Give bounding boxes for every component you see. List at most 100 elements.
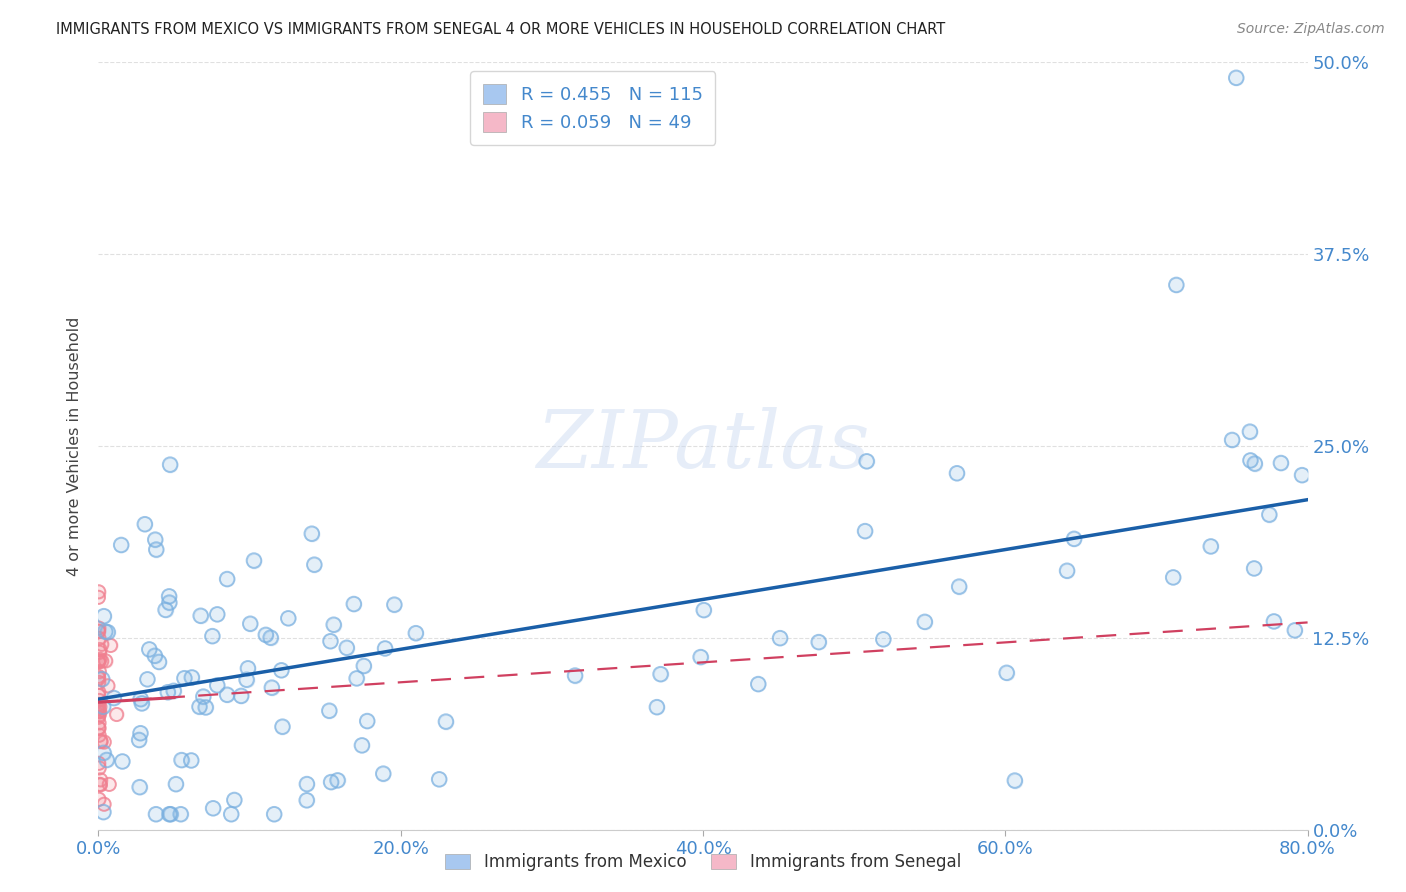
- Point: [89, 778, 111, 792]
- Point: [193, 690, 215, 704]
- Point: [165, 777, 187, 791]
- Point: [260, 681, 283, 695]
- Point: [188, 699, 211, 714]
- Point: [156, 685, 179, 699]
- Point: [148, 655, 170, 669]
- Point: [111, 755, 134, 769]
- Point: [1243, 561, 1265, 575]
- Point: [948, 580, 970, 594]
- Point: [1258, 508, 1281, 522]
- Point: [1239, 425, 1261, 439]
- Point: [346, 672, 368, 686]
- Point: [353, 659, 375, 673]
- Point: [129, 726, 152, 740]
- Point: [188, 699, 211, 714]
- Point: [87, 584, 110, 599]
- Point: [138, 642, 160, 657]
- Point: [143, 533, 166, 547]
- Point: [224, 793, 246, 807]
- Point: [90, 734, 112, 748]
- Point: [277, 611, 299, 625]
- Point: [87, 669, 110, 683]
- Point: [235, 673, 257, 687]
- Point: [1225, 70, 1247, 85]
- Point: [157, 590, 180, 604]
- Point: [98, 777, 121, 791]
- Point: [163, 683, 186, 698]
- Point: [93, 797, 115, 812]
- Point: [382, 598, 405, 612]
- Point: [219, 807, 242, 822]
- Text: IMMIGRANTS FROM MEXICO VS IMMIGRANTS FROM SENEGAL 4 OR MORE VEHICLES IN HOUSEHOL: IMMIGRANTS FROM MEXICO VS IMMIGRANTS FRO…: [56, 22, 945, 37]
- Point: [326, 773, 349, 788]
- Point: [693, 603, 716, 617]
- Point: [93, 735, 115, 749]
- Point: [91, 699, 114, 714]
- Point: [243, 553, 266, 567]
- Point: [1056, 564, 1078, 578]
- Point: [87, 705, 110, 719]
- Point: [173, 671, 195, 685]
- Point: [87, 591, 110, 605]
- Point: [87, 654, 110, 668]
- Point: [343, 597, 366, 611]
- Point: [946, 467, 969, 481]
- Point: [872, 632, 894, 647]
- Point: [87, 632, 110, 646]
- Point: [89, 645, 111, 659]
- Point: [650, 667, 672, 681]
- Point: [89, 707, 111, 722]
- Point: [645, 700, 668, 714]
- Point: [159, 458, 181, 472]
- Point: [270, 663, 292, 677]
- Point: [91, 672, 114, 686]
- Point: [89, 652, 111, 666]
- Point: [89, 642, 111, 657]
- Point: [239, 616, 262, 631]
- Point: [87, 669, 110, 683]
- Point: [87, 710, 110, 724]
- Point: [747, 677, 769, 691]
- Point: [87, 756, 110, 771]
- Point: [143, 533, 166, 547]
- Point: [1243, 561, 1265, 575]
- Point: [236, 661, 259, 675]
- Point: [350, 739, 373, 753]
- Point: [89, 705, 111, 719]
- Point: [156, 685, 179, 699]
- Point: [128, 780, 150, 794]
- Point: [87, 702, 110, 716]
- Point: [254, 628, 277, 642]
- Point: [138, 642, 160, 657]
- Point: [1161, 570, 1184, 584]
- Point: [128, 780, 150, 794]
- Point: [93, 746, 115, 760]
- Point: [87, 721, 110, 735]
- Point: [259, 631, 281, 645]
- Point: [105, 707, 128, 722]
- Point: [87, 624, 110, 639]
- Point: [236, 661, 259, 675]
- Text: ZIPatlas: ZIPatlas: [536, 408, 870, 484]
- Point: [89, 707, 111, 722]
- Point: [301, 526, 323, 541]
- Point: [319, 634, 342, 648]
- Point: [201, 629, 224, 643]
- Point: [129, 692, 152, 706]
- Point: [322, 617, 344, 632]
- Point: [89, 645, 111, 659]
- Point: [94, 624, 117, 639]
- Point: [1220, 433, 1243, 447]
- Point: [129, 726, 152, 740]
- Point: [97, 679, 120, 693]
- Point: [995, 665, 1018, 680]
- Point: [231, 689, 253, 703]
- Point: [89, 778, 111, 792]
- Point: [217, 572, 239, 586]
- Point: [1284, 624, 1306, 638]
- Point: [87, 698, 110, 712]
- Point: [374, 641, 396, 656]
- Point: [243, 553, 266, 567]
- Point: [145, 542, 167, 557]
- Point: [89, 761, 111, 775]
